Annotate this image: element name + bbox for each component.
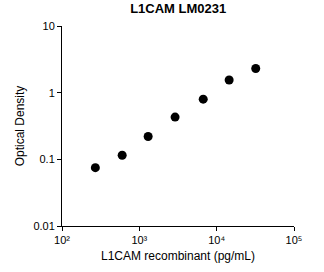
svg-text:0.01: 0.01: [33, 220, 54, 232]
svg-text:L1CAM LM0231: L1CAM LM0231: [130, 1, 226, 16]
svg-text:Optical Density: Optical Density: [13, 86, 27, 167]
svg-text:1: 1: [49, 87, 55, 99]
svg-text:10²: 10²: [54, 234, 70, 246]
svg-text:10: 10: [43, 20, 55, 32]
svg-text:0.1: 0.1: [40, 153, 55, 165]
svg-text:10³: 10³: [131, 234, 147, 246]
svg-text:10⁵: 10⁵: [286, 234, 303, 246]
svg-text:L1CAM recombinant (pg/mL): L1CAM recombinant (pg/mL): [101, 249, 255, 263]
svg-text:10⁴: 10⁴: [208, 234, 225, 246]
